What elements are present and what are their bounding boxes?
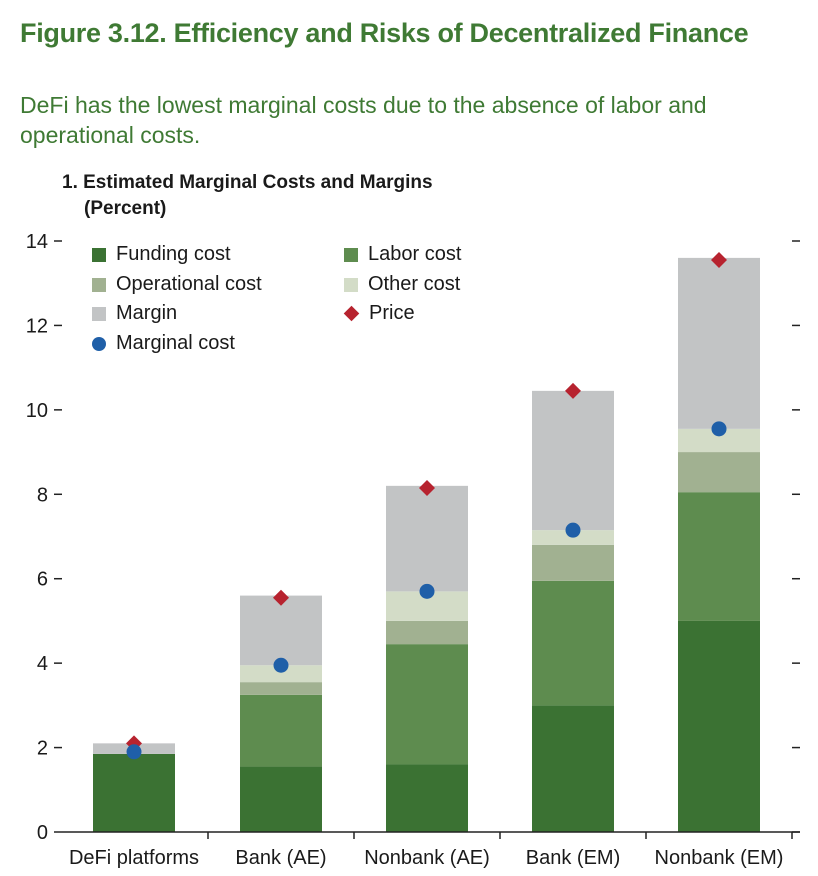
bar-labor-2 <box>386 644 468 765</box>
legend-item-other: Other cost <box>344 273 460 296</box>
bar-labor-1 <box>240 694 322 767</box>
x-tick-label-2: Nonbank (AE) <box>364 847 490 869</box>
legend-item-funding: Funding cost <box>92 243 231 266</box>
y-tick-label-8: 8 <box>37 484 48 506</box>
bar-funding-1 <box>240 766 322 832</box>
legend-label-price: Price <box>369 302 415 324</box>
panel-unit: (Percent) <box>84 198 167 219</box>
legend-label-operational: Operational cost <box>116 273 262 295</box>
legend-swatch-other <box>344 277 358 292</box>
legend-label-margin: Margin <box>116 302 178 324</box>
figure-title: Figure 3.12. Efficiency and Risks of Dec… <box>20 18 749 48</box>
y-tick-label-2: 2 <box>37 738 48 760</box>
legend-item-operational: Operational cost <box>92 273 262 296</box>
bar-other-1 <box>240 665 322 683</box>
bar-funding-0 <box>93 753 175 832</box>
y-tick-label-6: 6 <box>37 569 48 591</box>
y-tick-label-4: 4 <box>37 653 48 675</box>
x-tick-label-1: Bank (AE) <box>235 847 326 869</box>
bar-funding-3 <box>532 705 614 832</box>
legend-swatch-margin <box>92 306 106 321</box>
legend-label-other: Other cost <box>368 273 461 295</box>
legend-swatch-funding <box>92 247 106 262</box>
legend-label-marginal-cost: Marginal cost <box>116 332 235 354</box>
legend-label-labor: Labor cost <box>368 243 462 265</box>
bar-operational-3 <box>532 544 614 581</box>
legend-swatch-labor <box>344 247 358 262</box>
marker-marginal-3 <box>565 522 581 538</box>
marker-marginal-4 <box>711 421 727 437</box>
marker-price-2 <box>419 479 435 496</box>
legend-label-funding: Funding cost <box>116 243 231 265</box>
y-tick-label-0: 0 <box>37 822 48 844</box>
bar-margin-1 <box>240 595 322 666</box>
legend-item-marginal-cost: Marginal cost <box>92 332 235 355</box>
marker-marginal-2 <box>419 583 435 599</box>
bar-funding-4 <box>678 620 760 832</box>
legend-dot-marginal-cost <box>92 336 106 351</box>
bar-other-4 <box>678 428 760 453</box>
bar-operational-1 <box>240 682 322 695</box>
marker-price-3 <box>565 382 581 399</box>
legend-item-labor: Labor cost <box>344 243 461 266</box>
marker-price-4 <box>711 251 727 268</box>
y-tick-label-12: 12 <box>26 315 48 337</box>
x-tick-label-4: Nonbank (EM) <box>655 847 784 869</box>
legend-item-margin: Margin <box>92 302 177 325</box>
marker-marginal-0 <box>126 744 142 760</box>
bar-labor-4 <box>678 492 760 621</box>
y-tick-label-10: 10 <box>26 400 48 422</box>
bar-labor-3 <box>532 580 614 706</box>
y-tick-label-14: 14 <box>26 231 48 253</box>
bar-margin-3 <box>532 390 614 531</box>
marker-marginal-1 <box>273 657 289 673</box>
x-tick-label-3: Bank (EM) <box>526 847 620 869</box>
marker-price-1 <box>273 589 289 606</box>
figure-subtitle: DeFi has the lowest marginal costs due t… <box>20 92 707 148</box>
x-tick-label-0: DeFi platforms <box>69 847 199 869</box>
panel-title: 1. Estimated Marginal Costs and Margins … <box>62 170 433 222</box>
bar-margin-2 <box>386 485 468 592</box>
legend-swatch-operational <box>92 277 106 292</box>
legend-item-price: Price <box>343 302 415 325</box>
bar-margin-4 <box>678 257 760 429</box>
panel-title-text: 1. Estimated Marginal Costs and Margins <box>62 172 433 193</box>
bar-operational-4 <box>678 452 760 493</box>
bar-funding-2 <box>386 764 468 832</box>
legend-diamond-price <box>343 305 360 322</box>
bar-operational-2 <box>386 620 468 645</box>
